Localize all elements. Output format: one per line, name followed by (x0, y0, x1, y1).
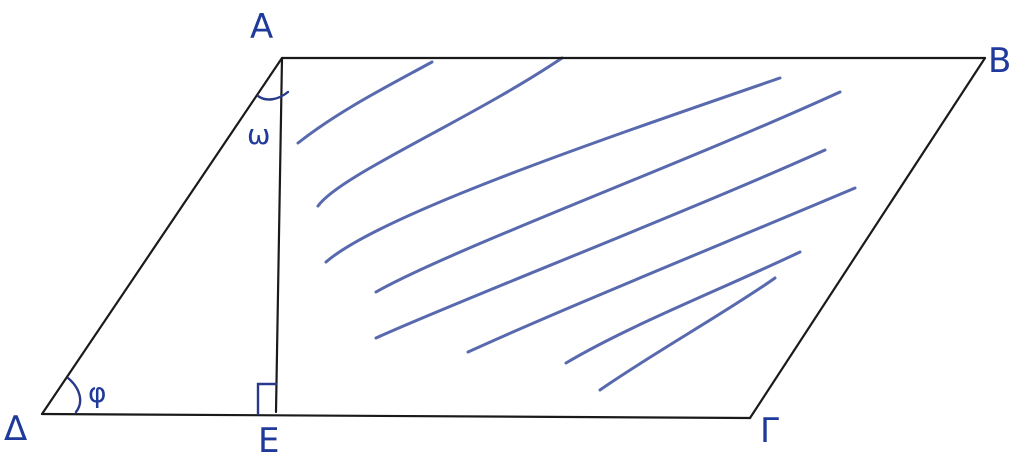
hatch-line (598, 276, 777, 392)
hatch-line (316, 56, 564, 208)
right-angle-mark (256, 382, 278, 416)
hatch-line (296, 60, 434, 145)
hatch-line (564, 250, 802, 365)
hatch-line (324, 76, 782, 264)
edge-DeltaA (40, 56, 284, 416)
point-B-label: B (988, 41, 1011, 81)
height-AE (274, 56, 284, 414)
angle-omega-arc (256, 90, 290, 101)
angle-phi-label: φ (88, 376, 106, 409)
point-A-label: A (250, 7, 273, 47)
point-E-label: E (258, 421, 279, 458)
point-Gamma-label: Γ (760, 411, 779, 451)
hatch-line (374, 90, 842, 294)
hatching (296, 56, 857, 392)
parallelogram (40, 56, 987, 420)
angle-phi-arc (66, 376, 82, 414)
hatch-line (466, 186, 857, 354)
edge-GammaDelta (40, 412, 752, 420)
point-Delta-label: Δ (4, 409, 27, 449)
angle-omega-label: ω (247, 118, 270, 151)
hatch-line (374, 148, 827, 340)
edge-BGamma (748, 56, 987, 420)
